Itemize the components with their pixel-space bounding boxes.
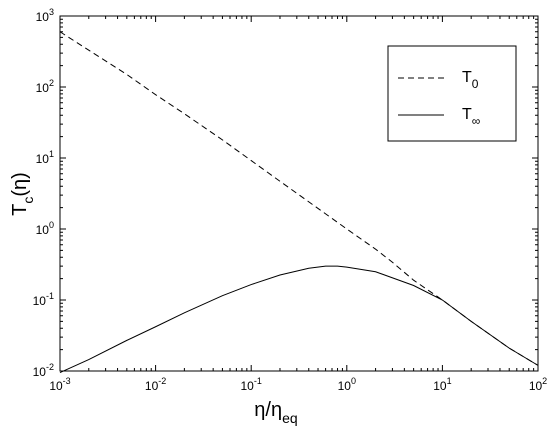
series-line-t0 [59, 31, 539, 366]
x-axis-label: η/ηeq [254, 399, 297, 426]
x-tick-label-0: 10-3 [49, 376, 70, 393]
y-axis-label: Tc(η) [9, 172, 36, 216]
series-layer [59, 31, 539, 374]
x-tick-label-1: 10-2 [145, 376, 166, 393]
y-tick-label-3: 101 [36, 149, 54, 166]
x-tick-label-3: 100 [338, 376, 356, 393]
y-tick-label-4: 102 [36, 78, 54, 95]
x-tick-label-4: 101 [433, 376, 451, 393]
legend-label-tinf: T∞ [462, 106, 480, 128]
x-tick-label-5: 102 [529, 376, 547, 393]
ticks: 10-3 10-2 10-1 100 101 10210-210-110010110210… [33, 7, 548, 393]
series-line-tinf [59, 265, 539, 374]
y-tick-label-1: 10-1 [33, 291, 54, 308]
y-tick-label-2: 100 [36, 220, 54, 237]
plot-area: 10-3 10-2 10-1 100 101 10210-210-110010110210… [33, 7, 548, 393]
y-tick-label-5: 103 [36, 7, 54, 24]
y-tick-label-0: 10-2 [33, 362, 54, 379]
legend-box [387, 45, 517, 142]
axes-frame [59, 15, 539, 372]
legend: T0 T∞ [387, 45, 517, 142]
x-tick-label-2: 10-1 [241, 376, 262, 393]
legend-label-t0: T0 [462, 69, 479, 91]
